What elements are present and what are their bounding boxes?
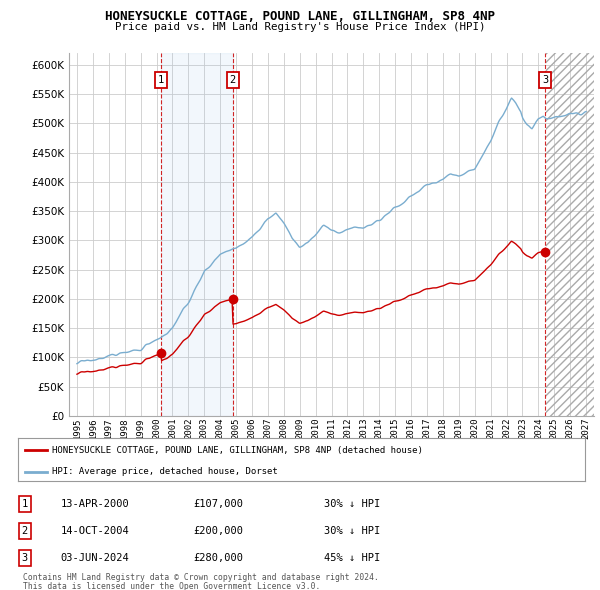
Text: Contains HM Land Registry data © Crown copyright and database right 2024.: Contains HM Land Registry data © Crown c…: [23, 573, 379, 582]
Text: £200,000: £200,000: [194, 526, 244, 536]
Text: 30% ↓ HPI: 30% ↓ HPI: [324, 499, 380, 509]
Text: 2: 2: [22, 526, 28, 536]
Text: 13-APR-2000: 13-APR-2000: [61, 499, 129, 509]
Text: 30% ↓ HPI: 30% ↓ HPI: [324, 526, 380, 536]
Text: Price paid vs. HM Land Registry's House Price Index (HPI): Price paid vs. HM Land Registry's House …: [115, 22, 485, 32]
Text: This data is licensed under the Open Government Licence v3.0.: This data is licensed under the Open Gov…: [23, 582, 320, 590]
Text: HPI: Average price, detached house, Dorset: HPI: Average price, detached house, Dors…: [52, 467, 278, 476]
Text: £107,000: £107,000: [194, 499, 244, 509]
Text: HONEYSUCKLE COTTAGE, POUND LANE, GILLINGHAM, SP8 4NP (detached house): HONEYSUCKLE COTTAGE, POUND LANE, GILLING…: [52, 446, 423, 455]
Text: 45% ↓ HPI: 45% ↓ HPI: [324, 553, 380, 563]
Text: 3: 3: [22, 553, 28, 563]
Text: 3: 3: [542, 76, 548, 86]
Text: 03-JUN-2024: 03-JUN-2024: [61, 553, 129, 563]
Text: £280,000: £280,000: [194, 553, 244, 563]
Text: 14-OCT-2004: 14-OCT-2004: [61, 526, 129, 536]
Text: 1: 1: [22, 499, 28, 509]
Bar: [546, 53, 594, 416]
Text: HONEYSUCKLE COTTAGE, POUND LANE, GILLINGHAM, SP8 4NP: HONEYSUCKLE COTTAGE, POUND LANE, GILLING…: [105, 10, 495, 23]
Text: 2: 2: [230, 76, 236, 86]
Text: 1: 1: [158, 76, 164, 86]
Bar: [161, 53, 233, 416]
